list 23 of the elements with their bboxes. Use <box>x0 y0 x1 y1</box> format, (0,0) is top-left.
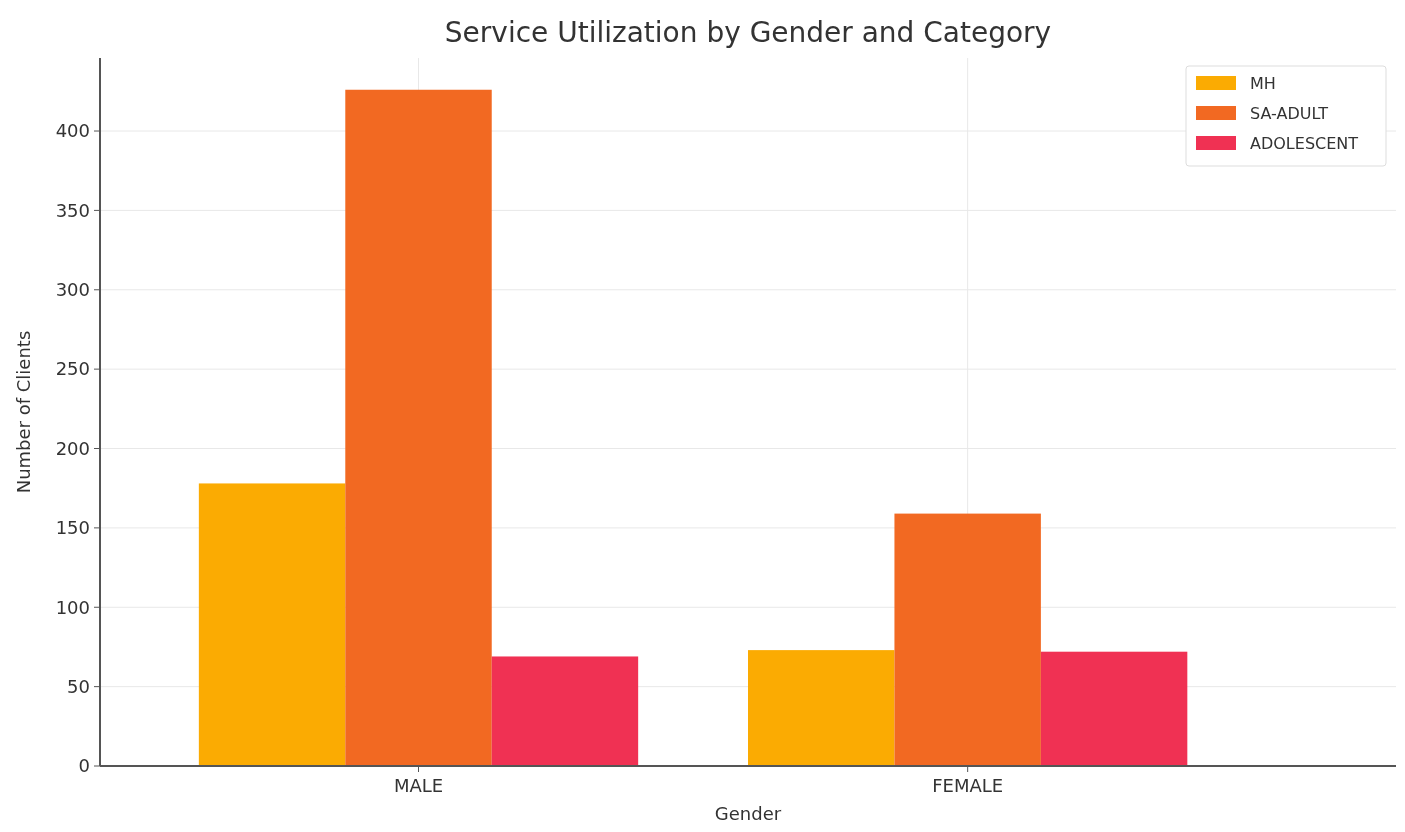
bar <box>748 650 895 766</box>
y-tick-label: 0 <box>78 755 90 777</box>
x-axis-title: Gender <box>714 803 782 824</box>
chart-title: Service Utilization by Gender and Category <box>444 16 1052 49</box>
legend-label: ADOLESCENT <box>1250 133 1359 153</box>
bar <box>1040 651 1188 766</box>
y-tick-label: 350 <box>55 199 90 221</box>
y-tick-label: 300 <box>55 279 90 301</box>
bar <box>198 483 346 766</box>
y-tick-label: 400 <box>55 120 90 142</box>
y-tick-label: 50 <box>67 675 90 697</box>
y-tick-label: 200 <box>55 437 90 459</box>
bar <box>894 513 1041 766</box>
x-tick-label: MALE <box>393 775 444 796</box>
y-tick-label: 250 <box>55 358 90 380</box>
bar <box>491 656 639 766</box>
y-tick-label: 100 <box>55 596 90 618</box>
y-axis-title: Number of Clients <box>13 330 34 494</box>
y-tick-label: 150 <box>55 517 90 539</box>
bar <box>345 89 492 766</box>
x-tick-label: FEMALE <box>932 775 1004 796</box>
legend-label: SA-ADULT <box>1250 103 1329 123</box>
legend-label: MH <box>1250 73 1276 93</box>
